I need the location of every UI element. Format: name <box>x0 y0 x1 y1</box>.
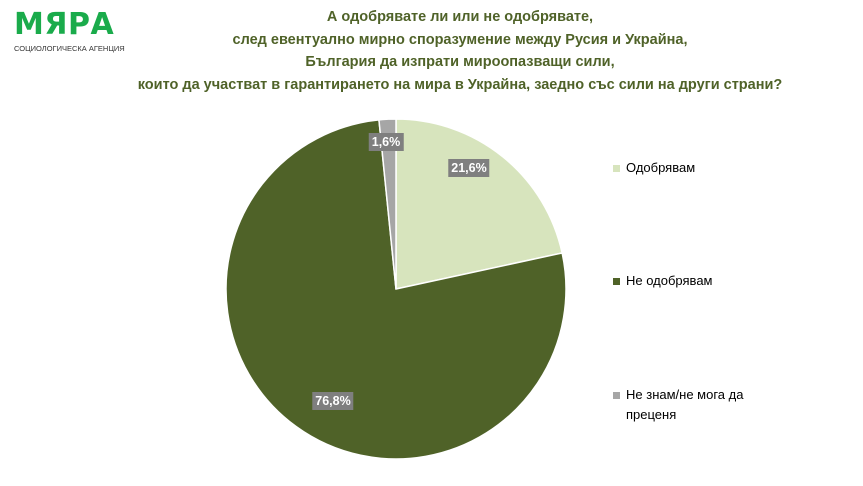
legend-swatch <box>613 278 620 285</box>
logo: МЯРА СОЦИОЛОГИЧЕСКА АГЕНЦИЯ <box>14 6 129 54</box>
legend-item-dont-know: Не знам/не мога да преценя <box>613 385 763 425</box>
legend-label: Одобрявам <box>626 160 696 175</box>
title-line: след евентуално мирно споразумение между… <box>232 31 688 48</box>
legend-item-disapprove: Не одобрявам <box>613 273 713 288</box>
title-line: които да участват в гарантирането на мир… <box>137 76 783 93</box>
title-line: А одобрявате ли или не одобрявате, <box>326 9 594 25</box>
chart-title: А одобрявате ли или не одобрявате, след … <box>120 6 800 96</box>
legend-label: Не знам/не мога да преценя <box>626 387 744 422</box>
title-line: България да изпрати мироопазващи сили, <box>305 54 615 70</box>
pie-slice-disapprove <box>225 119 567 460</box>
legend-swatch <box>613 392 620 399</box>
pie-slice-dont-know <box>378 118 397 290</box>
legend-label: Не одобрявам <box>626 273 713 288</box>
data-label-dont-know: 1,6% <box>368 133 404 151</box>
legend-item-approve: Одобрявам <box>613 160 695 175</box>
logo-name: МЯРА <box>14 7 115 42</box>
data-label-approve: 21,6% <box>448 159 490 177</box>
pie-slice-approve <box>395 118 564 290</box>
logo-subtitle: СОЦИОЛОГИЧЕСКА АГЕНЦИЯ <box>14 44 125 53</box>
legend-swatch <box>613 165 620 172</box>
data-label-disapprove: 76,8% <box>312 392 354 410</box>
